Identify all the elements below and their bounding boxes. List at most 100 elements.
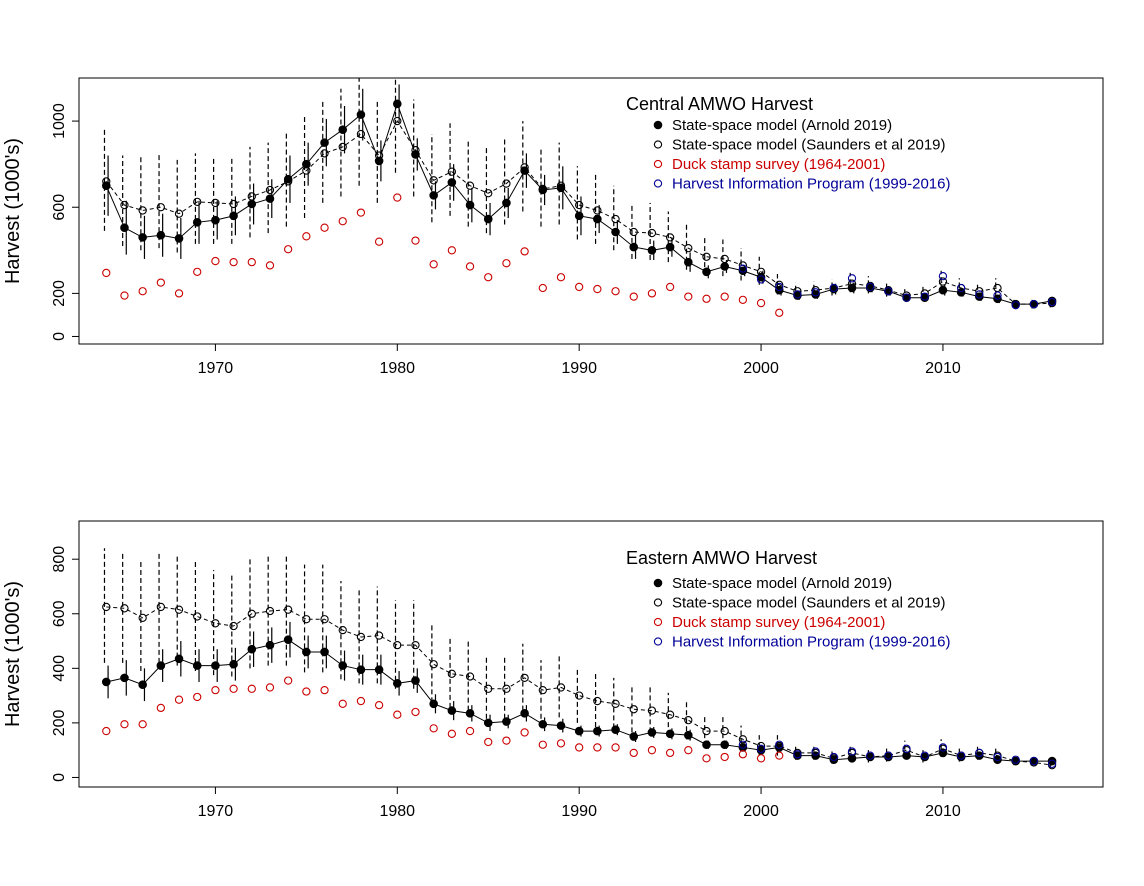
duck-stamp-point — [338, 217, 347, 226]
arnold-point — [938, 285, 948, 295]
saunders-point — [356, 632, 366, 642]
duck-stamp-point — [284, 676, 293, 685]
hip-point — [956, 283, 966, 293]
duck-stamp-point — [465, 262, 475, 271]
arnold-point — [665, 242, 675, 252]
x-tick-label: 1980 — [379, 803, 415, 820]
duck-stamp-point — [575, 743, 584, 752]
hip-point — [756, 744, 766, 753]
hip-point — [902, 744, 911, 753]
saunders-point — [411, 640, 420, 650]
hip-point — [975, 748, 984, 758]
saunders-point — [756, 741, 766, 751]
duck-stamp-point — [538, 740, 547, 749]
duck-stamp-point — [756, 754, 766, 763]
saunders-point — [374, 151, 384, 160]
eastern-harvest-panel: 1970 1980 1990 2000 2010 0 200 400 600 800 Harvest… — [2, 520, 1104, 820]
hip-point — [1029, 756, 1039, 766]
x-tick-label: 1990 — [561, 803, 597, 820]
arnold-point — [574, 726, 584, 736]
arnold-point — [502, 717, 511, 726]
duck-stamp-point — [702, 294, 711, 303]
hip-point — [811, 747, 820, 756]
saunders-point — [393, 116, 402, 126]
duck-stamp-point — [102, 268, 111, 278]
series-line — [106, 606, 1053, 766]
arnold-point — [702, 740, 711, 750]
duck-stamp-point — [211, 256, 220, 266]
duck-stamp-point — [756, 298, 766, 308]
arnold-point — [429, 191, 438, 200]
duck-stamp-point — [211, 685, 220, 695]
arnold-point — [392, 99, 402, 109]
hip-point — [1029, 300, 1039, 309]
duck-stamp-point — [684, 746, 693, 755]
duck-stamp-point — [502, 736, 511, 745]
arnold-point — [247, 644, 257, 654]
saunders-point — [465, 181, 475, 190]
legend-label-duck-stamp: Duck stamp survey (1964-2001) — [672, 156, 885, 173]
duck-stamp-point — [484, 273, 493, 282]
hip-point — [884, 751, 893, 760]
plot-area — [101, 548, 1057, 770]
hip-point — [756, 275, 766, 284]
arnold-point — [211, 215, 220, 225]
duck-stamp-point — [229, 684, 238, 693]
hip-point — [938, 743, 948, 752]
hip-point — [847, 274, 857, 283]
arnold-point — [502, 198, 511, 208]
saunders-point — [502, 179, 511, 188]
arnold-point — [574, 211, 584, 221]
legend-marker — [653, 598, 663, 607]
duck-stamp-point — [738, 750, 748, 759]
saunders-point — [447, 167, 457, 176]
duck-stamp-point — [556, 739, 566, 748]
saunders-point — [575, 200, 584, 210]
saunders-point — [738, 261, 748, 270]
chart-title: Eastern AMWO Harvest — [626, 548, 817, 568]
arnold-point — [811, 290, 820, 299]
saunders-point — [702, 726, 711, 736]
saunders-point — [556, 181, 566, 190]
duck-stamp-point — [320, 223, 329, 232]
arnold-point — [611, 227, 620, 237]
hip-point — [938, 272, 948, 281]
saunders-point — [647, 706, 657, 715]
arnold-point — [174, 234, 184, 243]
duck-stamp-point — [193, 692, 202, 702]
arnold-point — [556, 183, 566, 193]
duck-stamp-point — [611, 743, 620, 752]
legend-marker — [653, 617, 663, 627]
central-harvest-panel: 1970 1980 1990 2000 2010 0 200 600 1000 Harvest (… — [2, 77, 1104, 377]
saunders-point — [284, 177, 293, 186]
y-tick-label: 200 — [51, 280, 68, 307]
arnold-point — [156, 230, 166, 240]
saunders-point — [502, 684, 511, 693]
y-tick-label: 600 — [51, 600, 68, 627]
legend-label-saunders: State-space model (Saunders et al 2019) — [672, 595, 946, 612]
saunders-point — [356, 129, 366, 139]
duck-stamp-point — [411, 707, 420, 717]
saunders-point — [138, 206, 147, 215]
arnold-point — [720, 740, 729, 750]
saunders-point — [793, 287, 802, 296]
saunders-point — [320, 149, 329, 158]
saunders-point — [156, 602, 165, 612]
y-tick-label: 600 — [51, 194, 68, 221]
saunders-point — [138, 613, 147, 623]
arnold-point — [593, 726, 602, 736]
arnold-point — [138, 680, 147, 689]
saunders-point — [938, 277, 948, 286]
saunders-point — [484, 189, 493, 198]
arnold-point — [647, 728, 657, 737]
saunders-point — [120, 604, 129, 613]
legend-marker — [653, 179, 663, 188]
arnold-point — [302, 159, 311, 169]
arnold-point — [174, 654, 184, 664]
saunders-point — [284, 605, 293, 614]
saunders-point — [738, 735, 748, 744]
arnold-point — [229, 211, 238, 221]
legend-marker — [653, 578, 663, 588]
saunders-point — [174, 605, 184, 614]
